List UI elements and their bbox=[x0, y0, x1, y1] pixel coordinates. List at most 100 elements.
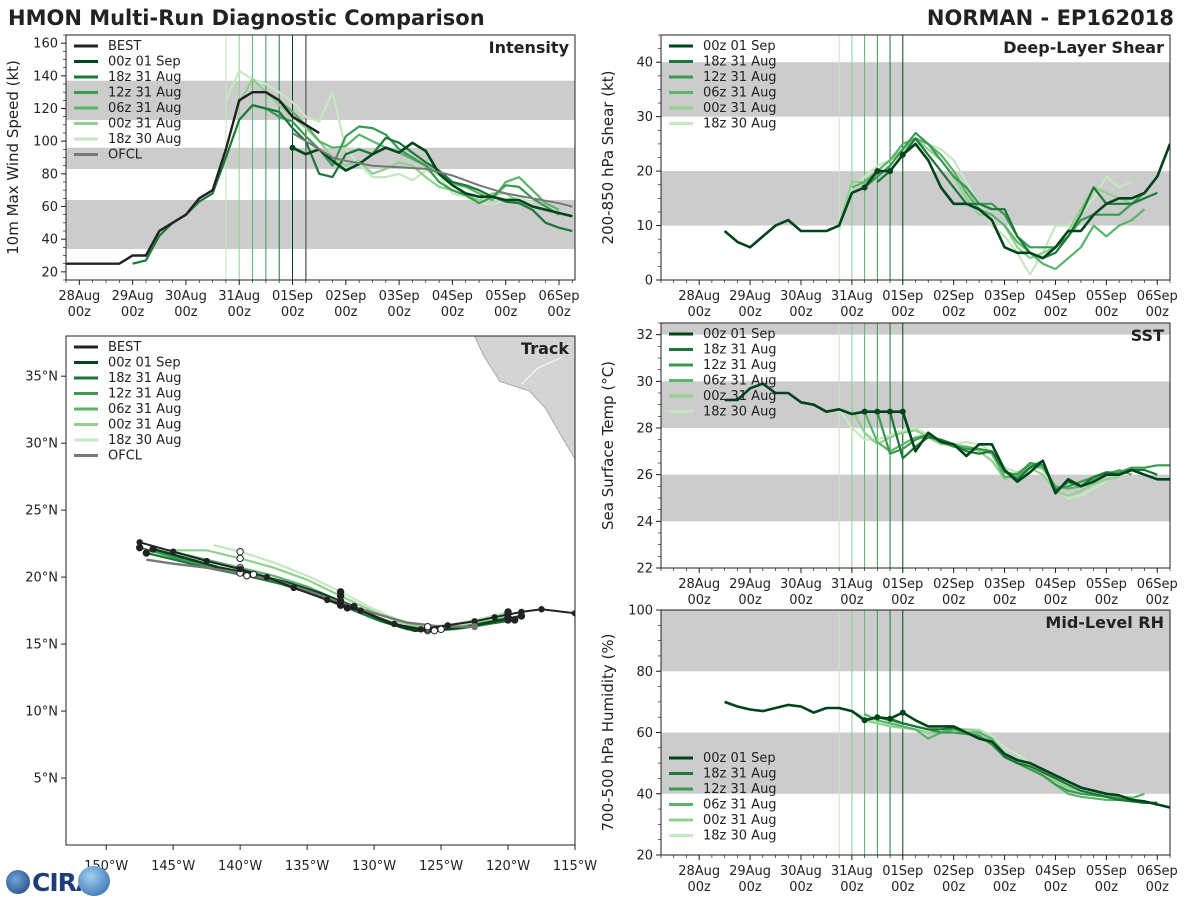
sst-ytick-label: 30 bbox=[636, 375, 653, 390]
intensity-legend-label: 00z 31 Aug bbox=[108, 117, 182, 132]
sst-xtick-label: 01Sep bbox=[882, 577, 923, 592]
sst-xtick-label: 05Sep bbox=[1086, 577, 1127, 592]
sst-legend-label: 06z 31 Aug bbox=[703, 374, 777, 389]
track-position-marker bbox=[142, 549, 151, 557]
shear-xtick-label: 00z bbox=[1095, 305, 1119, 320]
rh-xtick-label: 04Sep bbox=[1035, 864, 1076, 879]
sst-xtick-label: 06Sep bbox=[1137, 577, 1178, 592]
track-best-marker bbox=[203, 557, 210, 565]
sst-ytick-label: 24 bbox=[636, 515, 653, 530]
intensity-xtick-label: 00z bbox=[121, 305, 145, 320]
track-best-marker bbox=[538, 606, 545, 613]
shear-xtick-label: 00z bbox=[1146, 305, 1170, 320]
shear-series-line bbox=[851, 137, 1146, 271]
sst-xtick-label: 00z bbox=[942, 593, 966, 608]
sst-init-point bbox=[874, 408, 881, 415]
track-ytick-label: 15°N bbox=[25, 638, 58, 653]
shear-xtick-label: 03Sep bbox=[984, 289, 1025, 304]
storm-name: NORMAN - EP162018 bbox=[926, 6, 1174, 30]
intensity-plot-area bbox=[66, 35, 575, 280]
track-legend-label: 00z 31 Aug bbox=[108, 418, 182, 433]
track-xtick-label: 135°W bbox=[285, 859, 329, 874]
intensity-xtick-label: 31Aug bbox=[218, 289, 260, 304]
rh-legend-label: 18z 31 Aug bbox=[703, 767, 777, 782]
sst-xtick-label: 28Aug bbox=[678, 577, 720, 592]
shear-init-point bbox=[887, 168, 894, 175]
sst-series-line bbox=[724, 382, 1170, 495]
rh-ylabel: 700-500 hPa Humidity (%) bbox=[599, 633, 617, 831]
track-legend-label: 18z 30 Aug bbox=[108, 433, 182, 448]
rh-xtick-label: 02Sep bbox=[933, 864, 974, 879]
intensity-ytick-label: 100 bbox=[33, 135, 58, 150]
rh-xtick-label: 29Aug bbox=[729, 864, 771, 879]
intensity-legend-label: 12z 31 Aug bbox=[108, 86, 182, 101]
shear-xtick-label: 30Aug bbox=[780, 289, 822, 304]
shear-init-point bbox=[899, 151, 906, 158]
track-best-marker bbox=[491, 614, 498, 621]
intensity-legend-label: 06z 31 Aug bbox=[108, 101, 182, 116]
globe-icon bbox=[78, 866, 110, 896]
track-legend-label: 00z 01 Sep bbox=[108, 356, 181, 371]
shear-xtick-label: 01Sep bbox=[882, 289, 923, 304]
sst-legend-label: 00z 01 Sep bbox=[703, 327, 776, 342]
intensity-xtick-label: 00z bbox=[68, 305, 92, 320]
track-xtick-label: 140°W bbox=[218, 859, 262, 874]
track-ytick-label: 25°N bbox=[25, 504, 58, 519]
rh-xtick-label: 00z bbox=[789, 880, 813, 895]
track-best-marker bbox=[571, 610, 575, 617]
intensity-xtick-label: 05Sep bbox=[485, 289, 526, 304]
intensity-xtick-label: 01Sep bbox=[272, 289, 313, 304]
track-ytick-label: 20°N bbox=[25, 571, 58, 586]
track-xtick-label: 145°W bbox=[151, 859, 195, 874]
rh-legend-label: 18z 30 Aug bbox=[703, 829, 777, 844]
intensity-xtick-label: 30Aug bbox=[165, 289, 207, 304]
rh-xtick-label: 00z bbox=[942, 880, 966, 895]
rh-xtick-label: 00z bbox=[1044, 880, 1068, 895]
rh-init-point bbox=[887, 715, 894, 722]
track-best-marker bbox=[357, 607, 364, 614]
track-frame bbox=[65, 335, 576, 846]
sst-legend-label: 12z 31 Aug bbox=[703, 358, 777, 373]
rh-xtick-label: 00z bbox=[840, 880, 864, 895]
shear-legend-label: 00z 31 Aug bbox=[703, 101, 777, 116]
shear-ytick-label: 40 bbox=[636, 56, 653, 71]
intensity-ylabel: 10m Max Wind Speed (kt) bbox=[4, 60, 22, 255]
shear-init-point bbox=[874, 168, 881, 175]
intensity-series-line bbox=[224, 69, 533, 206]
track-legend-label: 06z 31 Aug bbox=[108, 402, 182, 417]
shear-legend-label: 12z 31 Aug bbox=[703, 70, 777, 85]
intensity-xtick-label: 28Aug bbox=[58, 289, 100, 304]
page-title: HMON Multi-Run Diagnostic Comparison bbox=[8, 6, 485, 30]
rh-ytick-label: 40 bbox=[636, 787, 653, 802]
sst-xtick-label: 02Sep bbox=[933, 577, 974, 592]
rh-xtick-label: 30Aug bbox=[780, 864, 822, 879]
intensity-ytick-label: 140 bbox=[33, 69, 58, 84]
shear-xtick-label: 00z bbox=[942, 305, 966, 320]
sst-ytick-label: 22 bbox=[636, 562, 653, 577]
shear-series-line bbox=[863, 131, 1146, 249]
intensity-xtick-label: 00z bbox=[174, 305, 198, 320]
sst-ytick-label: 32 bbox=[636, 328, 653, 343]
track-best-marker bbox=[390, 620, 398, 628]
track-best-marker bbox=[518, 608, 525, 616]
track-ytick-label: 10°N bbox=[25, 705, 58, 720]
shear-xtick-label: 06Sep bbox=[1137, 289, 1178, 304]
intensity-ytick-label: 20 bbox=[41, 265, 58, 280]
rh-xtick-label: 00z bbox=[687, 880, 711, 895]
sst-init-point bbox=[887, 408, 894, 415]
shear-xtick-label: 00z bbox=[1044, 305, 1068, 320]
shear-xtick-label: 00z bbox=[993, 305, 1017, 320]
intensity-panel: 2040608010012014016028Aug00z29Aug00z30Au… bbox=[4, 34, 580, 320]
track-series-line bbox=[213, 543, 509, 628]
rh-legend-label: 06z 31 Aug bbox=[703, 798, 777, 813]
track-position-marker bbox=[243, 572, 251, 580]
intensity-series-line bbox=[291, 141, 573, 218]
track-legend-label: BEST bbox=[108, 340, 141, 355]
intensity-ytick-label: 40 bbox=[41, 233, 58, 248]
rh-legend-label: 00z 31 Aug bbox=[703, 813, 777, 828]
intensity-xtick-label: 04Sep bbox=[432, 289, 473, 304]
rh-plot-area bbox=[661, 610, 1170, 855]
intensity-xtick-label: 29Aug bbox=[112, 289, 154, 304]
intensity-xtick-label: 00z bbox=[387, 305, 411, 320]
rh-legend-label: 12z 31 Aug bbox=[703, 782, 777, 797]
